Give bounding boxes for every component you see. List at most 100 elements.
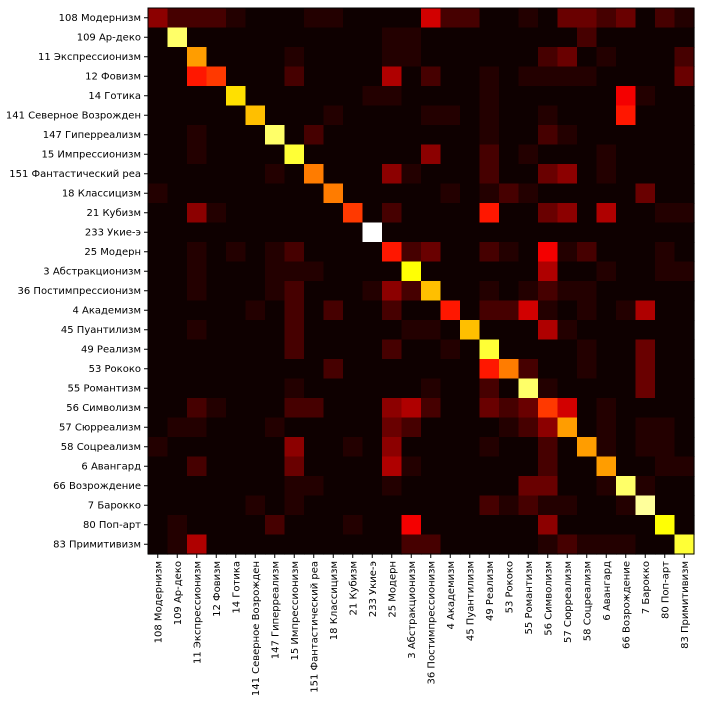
heatmap-cell [401, 203, 422, 224]
heatmap-cell [401, 144, 422, 165]
heatmap-cell [655, 378, 676, 399]
heatmap-cell [148, 398, 169, 419]
heatmap-cell [265, 495, 286, 516]
heatmap-cell [596, 281, 617, 302]
heatmap-cell [187, 281, 208, 302]
heatmap-cell [440, 515, 461, 536]
heatmap-cell [440, 261, 461, 282]
heatmap-cell [674, 261, 695, 282]
heatmap-cell [440, 183, 461, 204]
heatmap-cell [362, 495, 383, 516]
heatmap-cell [284, 320, 305, 341]
heatmap-cell [616, 534, 637, 555]
heatmap-cell [655, 125, 676, 146]
heatmap-cell [674, 105, 695, 126]
heatmap-cell [265, 437, 286, 458]
heatmap-cell [323, 47, 344, 68]
heatmap-cell [284, 515, 305, 536]
heatmap-cell [187, 222, 208, 243]
heatmap-cell [187, 339, 208, 360]
heatmap-cell [226, 417, 247, 438]
heatmap-cell [518, 27, 539, 48]
heatmap-cell [304, 222, 325, 243]
heatmap-cell [577, 437, 598, 458]
y-tick-label: 147 Гиперреализм [43, 130, 141, 141]
heatmap-cell [206, 164, 227, 185]
heatmap-cell [577, 203, 598, 224]
heatmap-cell [557, 398, 578, 419]
y-tick-label: 66 Возрождение [53, 481, 141, 492]
heatmap-cell [382, 339, 403, 360]
heatmap-cell [596, 320, 617, 341]
heatmap-cell [499, 476, 520, 497]
heatmap-cell [382, 534, 403, 555]
heatmap-cell [382, 417, 403, 438]
heatmap-cell [323, 534, 344, 555]
heatmap-cell [167, 398, 188, 419]
heatmap-cell [206, 417, 227, 438]
heatmap-cell [226, 66, 247, 87]
heatmap-cell [167, 456, 188, 477]
heatmap-cell [518, 281, 539, 302]
heatmap-cell [538, 66, 559, 87]
heatmap-cell [421, 125, 442, 146]
heatmap-cell [421, 8, 442, 29]
heatmap-cell [674, 164, 695, 185]
heatmap-cell [401, 27, 422, 48]
heatmap-cell [596, 125, 617, 146]
heatmap-cell [655, 398, 676, 419]
heatmap-cell [421, 144, 442, 165]
heatmap-cell [674, 8, 695, 29]
x-tick-label: 233 Укие-э [368, 561, 379, 617]
heatmap-cell [518, 495, 539, 516]
heatmap-cell [206, 281, 227, 302]
heatmap-cell [538, 476, 559, 497]
heatmap-cell [401, 456, 422, 477]
heatmap-cell [284, 359, 305, 380]
heatmap-cell [401, 437, 422, 458]
heatmap-cell [245, 515, 266, 536]
heatmap-cell [304, 242, 325, 263]
heatmap-cell [635, 437, 656, 458]
heatmap-cell [245, 183, 266, 204]
y-tick-label: 49 Реализм [81, 344, 141, 355]
heatmap-cell [538, 86, 559, 107]
heatmap-cell [440, 398, 461, 419]
heatmap-cell [616, 300, 637, 321]
heatmap-cell [518, 378, 539, 399]
heatmap-cell [167, 203, 188, 224]
heatmap-cell [596, 27, 617, 48]
heatmap-cell [635, 203, 656, 224]
heatmap-cell [479, 47, 500, 68]
heatmap-cell [206, 437, 227, 458]
heatmap-cell [362, 242, 383, 263]
heatmap-cell [187, 476, 208, 497]
heatmap-cell [284, 476, 305, 497]
heatmap-cell [440, 27, 461, 48]
heatmap-cell [245, 144, 266, 165]
heatmap-cell [460, 105, 481, 126]
heatmap-cell [226, 86, 247, 107]
heatmap-cell [499, 515, 520, 536]
heatmap-cell [167, 66, 188, 87]
heatmap-cell [382, 378, 403, 399]
heatmap-cell [635, 125, 656, 146]
heatmap-cell [226, 534, 247, 555]
heatmap-cell [518, 105, 539, 126]
heatmap-cell [616, 203, 637, 224]
heatmap-cell [167, 495, 188, 516]
heatmap-cell [421, 27, 442, 48]
heatmap-cell [557, 476, 578, 497]
heatmap-cell [206, 515, 227, 536]
heatmap-cell [265, 144, 286, 165]
heatmap-cell [577, 164, 598, 185]
heatmap-cell [323, 339, 344, 360]
heatmap-cell [167, 242, 188, 263]
heatmap-cell [635, 27, 656, 48]
heatmap-cell [655, 144, 676, 165]
heatmap-cell [401, 398, 422, 419]
heatmap-cell [577, 398, 598, 419]
heatmap-cell [401, 320, 422, 341]
heatmap-cell [655, 476, 676, 497]
heatmap-cell [226, 183, 247, 204]
